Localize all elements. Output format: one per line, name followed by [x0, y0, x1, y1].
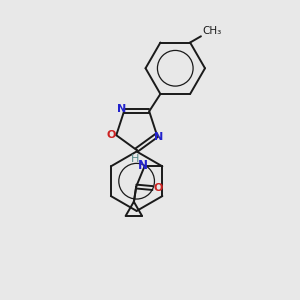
Text: H: H — [131, 154, 139, 164]
Text: O: O — [153, 183, 163, 193]
Text: CH₃: CH₃ — [203, 26, 222, 36]
Text: N: N — [117, 104, 127, 114]
Text: O: O — [107, 130, 116, 140]
Text: N: N — [154, 132, 164, 142]
Text: N: N — [138, 159, 148, 172]
